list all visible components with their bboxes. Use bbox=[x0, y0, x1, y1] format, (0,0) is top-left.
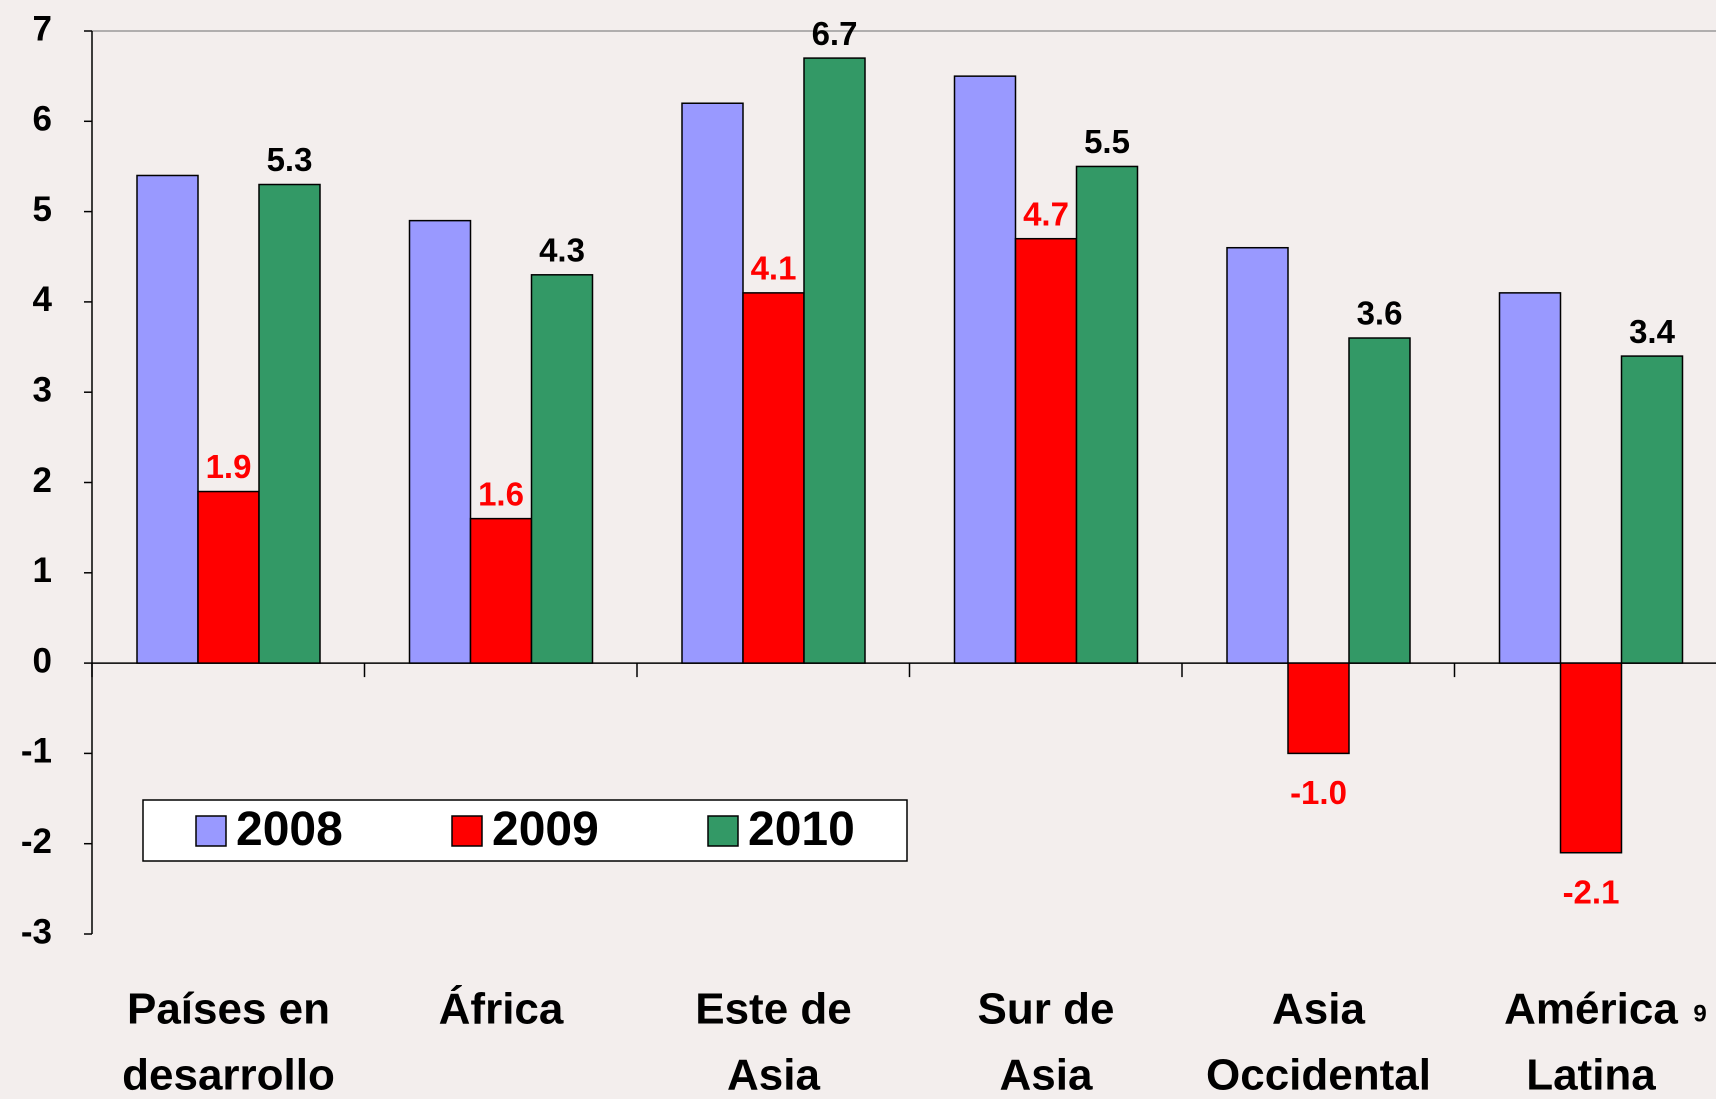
y-tick-label: -3 bbox=[21, 912, 52, 951]
data-label: 3.4 bbox=[1629, 313, 1676, 350]
data-label: -2.1 bbox=[1563, 873, 1620, 910]
bar bbox=[742, 292, 805, 664]
legend-swatch bbox=[195, 815, 227, 847]
bar bbox=[1498, 292, 1562, 664]
page-number: 9 bbox=[1693, 1000, 1706, 1027]
y-tick-label: 5 bbox=[33, 190, 52, 229]
bar bbox=[197, 490, 260, 664]
data-label: 4.1 bbox=[751, 250, 797, 287]
bar bbox=[681, 102, 744, 664]
x-tick-label: Países en bbox=[127, 985, 330, 1034]
data-label: 5.5 bbox=[1084, 123, 1130, 160]
y-tick-label: -1 bbox=[21, 732, 52, 771]
y-tick-label: 6 bbox=[33, 100, 52, 139]
bar bbox=[408, 219, 472, 664]
x-tick-label: Occidental bbox=[1206, 1051, 1431, 1099]
legend-label: 2008 bbox=[236, 803, 343, 856]
data-label: 6.7 bbox=[812, 15, 858, 52]
bar bbox=[1075, 165, 1139, 664]
bar bbox=[953, 75, 1017, 664]
bar bbox=[258, 183, 321, 664]
bar bbox=[1620, 355, 1684, 664]
bar bbox=[803, 57, 866, 664]
y-tick-label: -2 bbox=[21, 822, 52, 861]
data-label: 5.3 bbox=[267, 141, 313, 178]
x-tick-label: Sur de bbox=[978, 985, 1115, 1034]
legend-label: 2009 bbox=[492, 803, 599, 856]
x-tick-label: América bbox=[1504, 985, 1678, 1034]
bar bbox=[1348, 337, 1411, 664]
y-tick-label: 7 bbox=[33, 9, 52, 48]
y-tick-label: 2 bbox=[33, 461, 52, 500]
bar bbox=[530, 274, 594, 664]
legend-swatch bbox=[707, 815, 739, 847]
y-tick-label: 1 bbox=[33, 551, 52, 590]
y-tick-label: 4 bbox=[33, 280, 53, 319]
legend-label: 2010 bbox=[748, 803, 855, 856]
x-tick-label: Asia bbox=[1272, 985, 1365, 1034]
x-tick-label: Asia bbox=[1000, 1051, 1093, 1099]
data-label: -1.0 bbox=[1290, 774, 1347, 811]
bar bbox=[1287, 662, 1350, 755]
x-tick-label: África bbox=[439, 984, 564, 1034]
data-label: 4.3 bbox=[539, 232, 585, 269]
legend-box bbox=[142, 799, 908, 862]
bar bbox=[136, 174, 199, 664]
bar bbox=[1014, 237, 1078, 664]
x-tick-label: desarrollo bbox=[122, 1051, 335, 1099]
bar bbox=[469, 517, 533, 664]
x-tick-label: Este de bbox=[695, 985, 852, 1034]
legend-swatch bbox=[451, 815, 483, 847]
data-label: 1.6 bbox=[478, 475, 524, 512]
data-label: 3.6 bbox=[1357, 295, 1403, 332]
x-tick-label: Latina bbox=[1526, 1051, 1656, 1099]
y-tick-label: 3 bbox=[33, 370, 52, 409]
y-tick-label: 0 bbox=[33, 641, 52, 680]
x-tick-label: Asia bbox=[727, 1051, 820, 1099]
data-label: 1.9 bbox=[206, 448, 252, 485]
data-label: 4.7 bbox=[1023, 195, 1069, 232]
bar bbox=[1226, 246, 1289, 664]
bar bbox=[1559, 662, 1623, 854]
